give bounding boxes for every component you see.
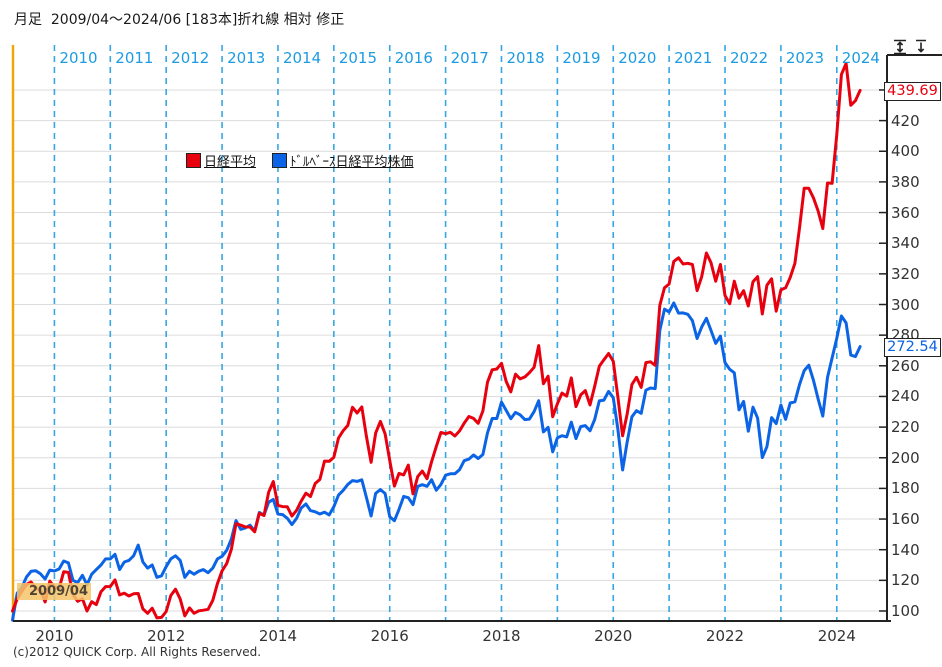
series-line-nikkei [11,61,862,620]
bottom-year-label: 2020 [594,627,633,645]
top-year-label: 2016 [394,49,433,67]
top-year-label: 2022 [730,49,769,67]
start-date-badge: 2009/04 [17,583,91,600]
top-year-label: 2017 [450,49,489,67]
legend-label-dollar-nikkei[interactable]: ﾄﾞﾙﾍﾞｰｽ日経平均株価 [290,155,414,170]
y-axis-label: 360 [891,203,920,222]
series-line-dollar-nikkei [11,301,862,622]
scale-icons [894,39,926,55]
y-axis-label: 340 [891,234,920,253]
bottom-year-label: 2024 [817,627,856,645]
y-axis-label: 380 [891,172,920,191]
bottom-year-label: 2016 [370,627,409,645]
legend: 日経平均 ﾄﾞﾙﾍﾞｰｽ日経平均株価 [186,151,414,170]
bottom-year-label: 2012 [147,627,186,645]
top-year-label: 2024 [841,49,880,67]
y-axis-label: 160 [891,510,920,529]
y-axis-label: 100 [891,602,920,620]
top-year-label: 2021 [674,49,713,67]
bottom-year-label: 2018 [482,627,521,645]
top-year-label: 2011 [115,49,154,67]
top-year-label: 2012 [171,49,210,67]
top-year-label: 2014 [282,49,322,67]
blue-last-value-box: 272.54 [884,338,941,358]
top-year-label: 2015 [338,49,378,67]
y-axis-label: 220 [891,418,920,437]
top-year-label: 2013 [227,49,266,67]
top-year-label: 2010 [59,49,98,67]
top-year-label: 2018 [506,49,545,67]
compress-vertical-icon[interactable] [916,39,926,53]
legend-item-nikkei[interactable]: 日経平均 [186,151,256,170]
y-axis-label: 180 [891,479,920,498]
red-last-value-box: 439.69 [884,81,941,101]
y-axis-label: 240 [891,387,920,406]
legend-item-dollar-nikkei[interactable]: ﾄﾞﾙﾍﾞｰｽ日経平均株価 [272,151,414,170]
copyright-text: (c)2012 QUICK Corp. All Rights Reserved. [13,645,262,659]
y-axis-label: 400 [891,142,920,161]
bottom-year-label: 2022 [705,627,745,645]
y-axis-label: 300 [891,295,920,314]
nikkei-color-swatch [186,153,201,168]
bottom-year-label: 2014 [258,627,298,645]
y-axis-label: 320 [891,264,920,283]
bottom-year-label: 2010 [35,627,74,645]
y-axis-label: 420 [891,111,920,130]
dollar-nikkei-color-swatch [272,153,288,168]
expand-vertical-icon[interactable] [894,39,906,55]
top-year-label: 2020 [618,49,657,67]
page-title: 月足 2009/04～2024/06 [183本]折れ線 相対 修正 [14,12,345,28]
top-year-label: 2019 [562,49,601,67]
y-axis-label: 260 [891,356,920,375]
top-year-label: 2023 [785,49,825,67]
y-axis-label: 120 [891,571,920,590]
legend-label-nikkei[interactable]: 日経平均 [204,155,257,170]
y-axis-label: 140 [891,540,920,559]
y-axis-label: 200 [891,448,920,467]
